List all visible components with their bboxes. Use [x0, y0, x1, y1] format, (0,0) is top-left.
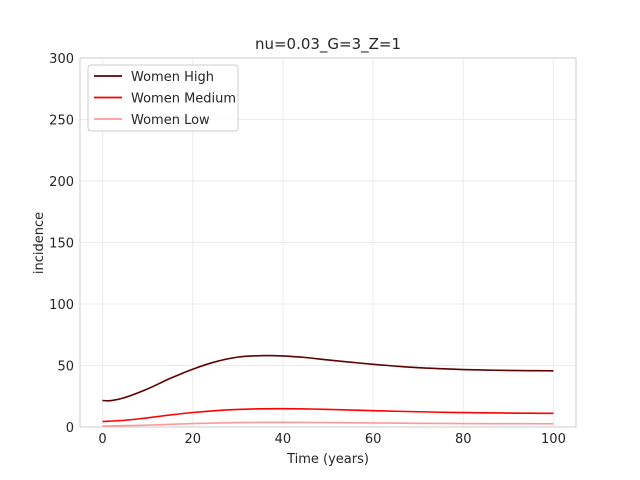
series-layer — [102, 354, 554, 427]
x-tick-label: 100 — [541, 432, 566, 447]
chart-title: nu=0.03_G=3_Z=1 — [255, 35, 401, 54]
x-tick-label: 80 — [455, 432, 472, 447]
x-tick-label: 60 — [365, 432, 382, 447]
y-axis-label: incidence — [32, 212, 47, 274]
y-tick-label: 300 — [49, 52, 74, 67]
legend-box — [87, 64, 239, 132]
y-tick-label: 200 — [49, 175, 74, 190]
y-tick-label: 0 — [66, 421, 74, 436]
legend-label-women-low: Women Low — [131, 113, 210, 128]
legend-label-women-medium: Women Medium — [131, 92, 236, 107]
plot-area-frame — [79, 57, 577, 428]
x-axis-label: Time (years) — [286, 452, 369, 467]
series-line-women-high — [102, 354, 554, 402]
tick-labels: 0 20 40 60 80 100 0 50 100 150 200 250 300 — [49, 52, 566, 447]
x-tick-label: 0 — [98, 432, 106, 447]
x-tick-label: 20 — [184, 432, 201, 447]
legend-label-women-high: Women High — [131, 70, 214, 85]
y-tick-label: 50 — [57, 360, 74, 375]
x-tick-label: 40 — [275, 432, 292, 447]
legend: Women High Women Medium Women Low — [87, 64, 239, 132]
series-line-women-low — [102, 421, 554, 427]
y-tick-label: 100 — [49, 298, 74, 313]
y-tick-label: 150 — [49, 237, 74, 252]
grid — [80, 57, 576, 428]
y-tick-label: 250 — [49, 114, 74, 129]
series-line-women-medium — [102, 407, 554, 423]
